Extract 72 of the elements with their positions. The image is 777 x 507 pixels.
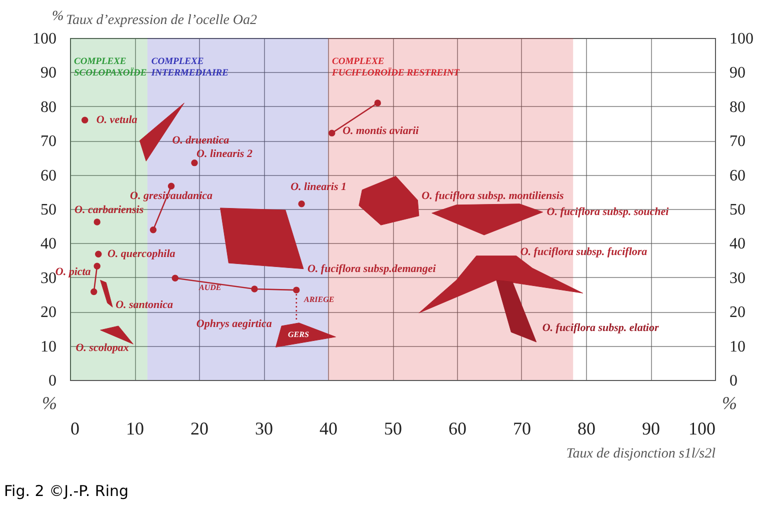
y2-tick-label: 20 (730, 304, 746, 322)
point (94, 262, 100, 270)
point (293, 286, 300, 294)
series-label: O. scolopax (76, 342, 130, 354)
y-tick-label: 20 (40, 304, 56, 322)
y-tick-label: 100 (32, 30, 56, 48)
y2-tick-label: 100 (730, 30, 754, 48)
series-label: O. santonica (116, 299, 174, 312)
series-label: O. druentica (172, 134, 230, 147)
y-tick-label: 60 (40, 167, 56, 184)
y-tick-label: 70 (40, 133, 56, 150)
point (94, 218, 100, 226)
y-axis-title: Taux d’expression de l’ocelle Oa2 (66, 13, 258, 28)
series-label: O. fuciflora subsp. elatior (542, 322, 660, 334)
y-tick-label: 0 (48, 372, 56, 390)
x-tick-label: 40 (320, 418, 338, 438)
series-label: O. linearis 2 (196, 148, 253, 160)
x-tick-label: 0 (70, 418, 80, 438)
y2-tick-label: 0 (730, 372, 738, 390)
point (81, 116, 88, 124)
series-label: O. fuciflora subsp. montiliensis (422, 190, 564, 202)
text: % (52, 9, 64, 24)
y2-tick-label: 80 (730, 98, 746, 116)
point (298, 200, 305, 208)
x-tick-label: 90 (642, 418, 660, 438)
series-label: O. fuciflora subsp. souchei (546, 206, 670, 218)
point (168, 182, 175, 190)
y-tick-label: 50 (40, 202, 56, 218)
x-tick-label: 60 (448, 418, 466, 438)
x-tick-label: 80 (578, 418, 596, 438)
y2-tick-label: 70 (730, 133, 746, 150)
point (251, 286, 258, 292)
point (374, 100, 382, 106)
y-tick-label: 10 (40, 338, 56, 356)
band-label: COMPLEXE INTERMEDIAIRE (150, 57, 228, 78)
x-tick-label: 50 (384, 418, 402, 438)
x-tick-label: 20 (190, 418, 208, 438)
point (172, 274, 178, 282)
y-tick-label: 90 (40, 64, 56, 82)
series-label: O. vetula (96, 114, 138, 126)
band-label: COMPLEXE SCOLOPAXOÏDE (74, 57, 147, 78)
annotation: AUDE (199, 283, 222, 292)
y2-tick-label: 90 (730, 64, 746, 82)
annotation: GERS (288, 330, 309, 339)
x-tick-label: 100 (688, 418, 716, 438)
y-tick-label: 30 (40, 270, 56, 287)
series-label: O. carbariensis (74, 204, 144, 216)
point (95, 250, 102, 258)
series-label: O. fuciflora subsp.demangei (307, 262, 437, 275)
caption: Fig. 2 ©J.-P. Ring (4, 482, 129, 500)
x-axis-title: Taux de disjonction s1l/s2l (566, 446, 716, 462)
band-label: COMPLEXE FUCIFLOROÏDE RESTREINT (331, 57, 461, 78)
text: Ophrys aegirtica (196, 318, 272, 330)
point (90, 288, 98, 296)
y-tick-label: 40 (40, 236, 56, 253)
x-tick-label: 30 (255, 418, 273, 438)
y2-tick-label: 60 (730, 167, 746, 184)
x-tick-label: 70 (513, 418, 531, 438)
text: % (722, 393, 737, 413)
y2-tick-label: 50 (730, 202, 746, 218)
y2-tick-label: 40 (730, 236, 746, 253)
point (150, 226, 157, 234)
y2-tick-label: 10 (730, 338, 746, 356)
x-tick-label: 10 (126, 418, 144, 438)
text: % (42, 393, 57, 413)
point (328, 130, 336, 136)
series-label: O. fuciflora subsp. fuciflora (520, 246, 648, 258)
series-label: O. montis aviarii (342, 124, 420, 137)
point (191, 159, 198, 166)
series-label: O. quercophila (107, 248, 176, 260)
y-tick-label: 80 (40, 98, 56, 116)
y2-tick-label: 30 (730, 270, 746, 287)
